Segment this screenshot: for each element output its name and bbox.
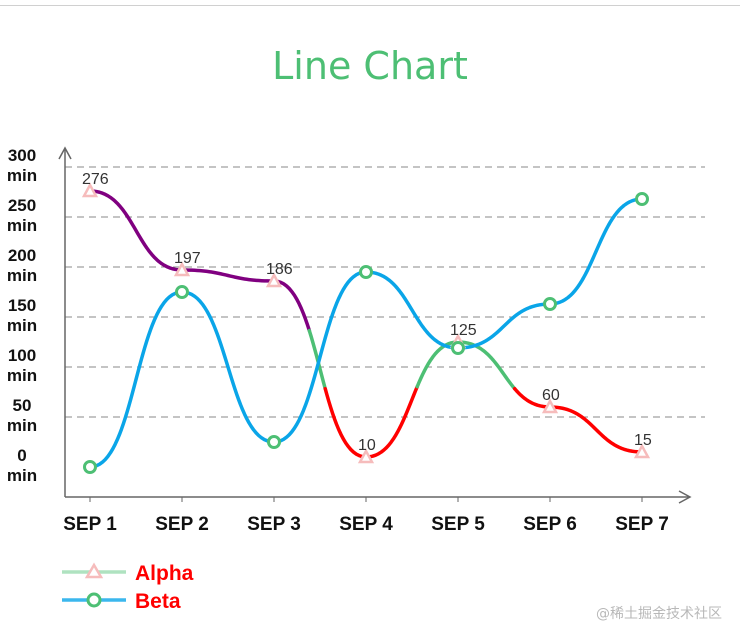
- data-point-triangle: [265, 272, 283, 288]
- legend-swatch-marker: [84, 562, 104, 579]
- series-lines: [88, 189, 644, 469]
- data-point-triangle: [633, 443, 651, 459]
- data-point-circle: [543, 297, 557, 311]
- series-line-alpha: [88, 189, 312, 333]
- x-tick-label: SEP 1: [63, 514, 117, 535]
- x-tick-label: SEP 5: [431, 514, 485, 535]
- data-label: 276: [82, 171, 109, 188]
- x-tick-label: SEP 4: [339, 514, 393, 535]
- data-point-triangle: [541, 398, 559, 414]
- legend-item-beta[interactable]: Beta: [62, 590, 181, 613]
- x-tick-labels: SEP 1 SEP 2 SEP 3 SEP 4 SEP 5 SEP 6 SEP 7: [63, 514, 669, 535]
- data-point-circle: [635, 192, 649, 206]
- data-point-triangle: [81, 182, 99, 198]
- axes: [58, 146, 692, 504]
- x-tick-label: SEP 2: [155, 514, 209, 535]
- data-label: 197: [174, 250, 201, 267]
- legend-label: Alpha: [135, 562, 194, 585]
- chart-title: Line Chart: [272, 44, 468, 88]
- y-tick-label: 250 min: [7, 196, 37, 235]
- data-point-triangle: [173, 261, 191, 277]
- x-tick-label: SEP 6: [523, 514, 577, 535]
- data-label: 15: [634, 432, 652, 449]
- y-tick-label: 50 min: [7, 396, 37, 435]
- data-label: 125: [450, 322, 477, 339]
- data-point-triangle: [357, 448, 375, 464]
- legend-item-alpha[interactable]: Alpha: [62, 562, 194, 585]
- series-line-alpha: [512, 386, 644, 454]
- x-tick-label: SEP 3: [247, 514, 301, 535]
- y-tick-labels: 0 min 50 min 100 min 150 min 200 min 250 min 300 min: [7, 146, 37, 485]
- y-tick-label: 0 min: [7, 446, 37, 485]
- data-labels: 276 197 186 10 125 60 15: [82, 171, 652, 454]
- data-markers: [81, 182, 651, 474]
- x-tick-label: SEP 7: [615, 514, 669, 535]
- legend[interactable]: Alpha Beta: [62, 562, 194, 613]
- data-label: 60: [542, 387, 560, 404]
- y-tick-label: 300 min: [7, 146, 37, 185]
- grid-lines: [65, 166, 705, 418]
- y-tick-label: 100 min: [7, 346, 37, 385]
- top-divider: [0, 5, 740, 6]
- y-tick-label: 200 min: [7, 246, 37, 285]
- legend-swatch-marker: [86, 592, 102, 608]
- y-tick-label: 150 min: [7, 296, 37, 335]
- data-point-circle: [359, 265, 373, 279]
- series-line-alpha: [307, 328, 327, 391]
- x-axis-arrow: [678, 490, 692, 504]
- y-axis-arrow: [58, 146, 72, 160]
- data-point-circle: [267, 435, 281, 449]
- legend-label: Beta: [135, 590, 181, 613]
- data-point-circle: [83, 460, 97, 474]
- series-line-beta: [88, 197, 644, 469]
- data-label: 186: [266, 261, 293, 278]
- series-line-alpha: [415, 340, 517, 391]
- data-point-circle: [451, 341, 465, 355]
- watermark: @稀土掘金技术社区: [596, 606, 722, 622]
- series-line-alpha: [323, 384, 419, 459]
- data-label: 10: [358, 437, 376, 454]
- data-point-circle: [175, 285, 189, 299]
